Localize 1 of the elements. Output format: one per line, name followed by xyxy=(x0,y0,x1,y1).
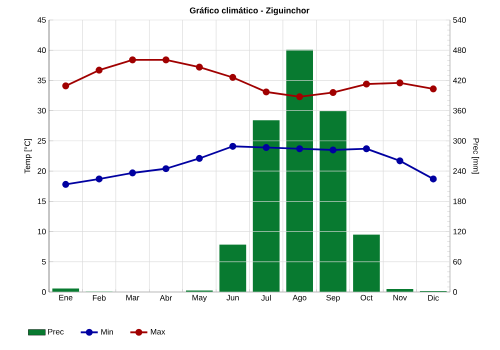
chart-title: Gráfico climático - Ziguinchor xyxy=(190,7,310,16)
